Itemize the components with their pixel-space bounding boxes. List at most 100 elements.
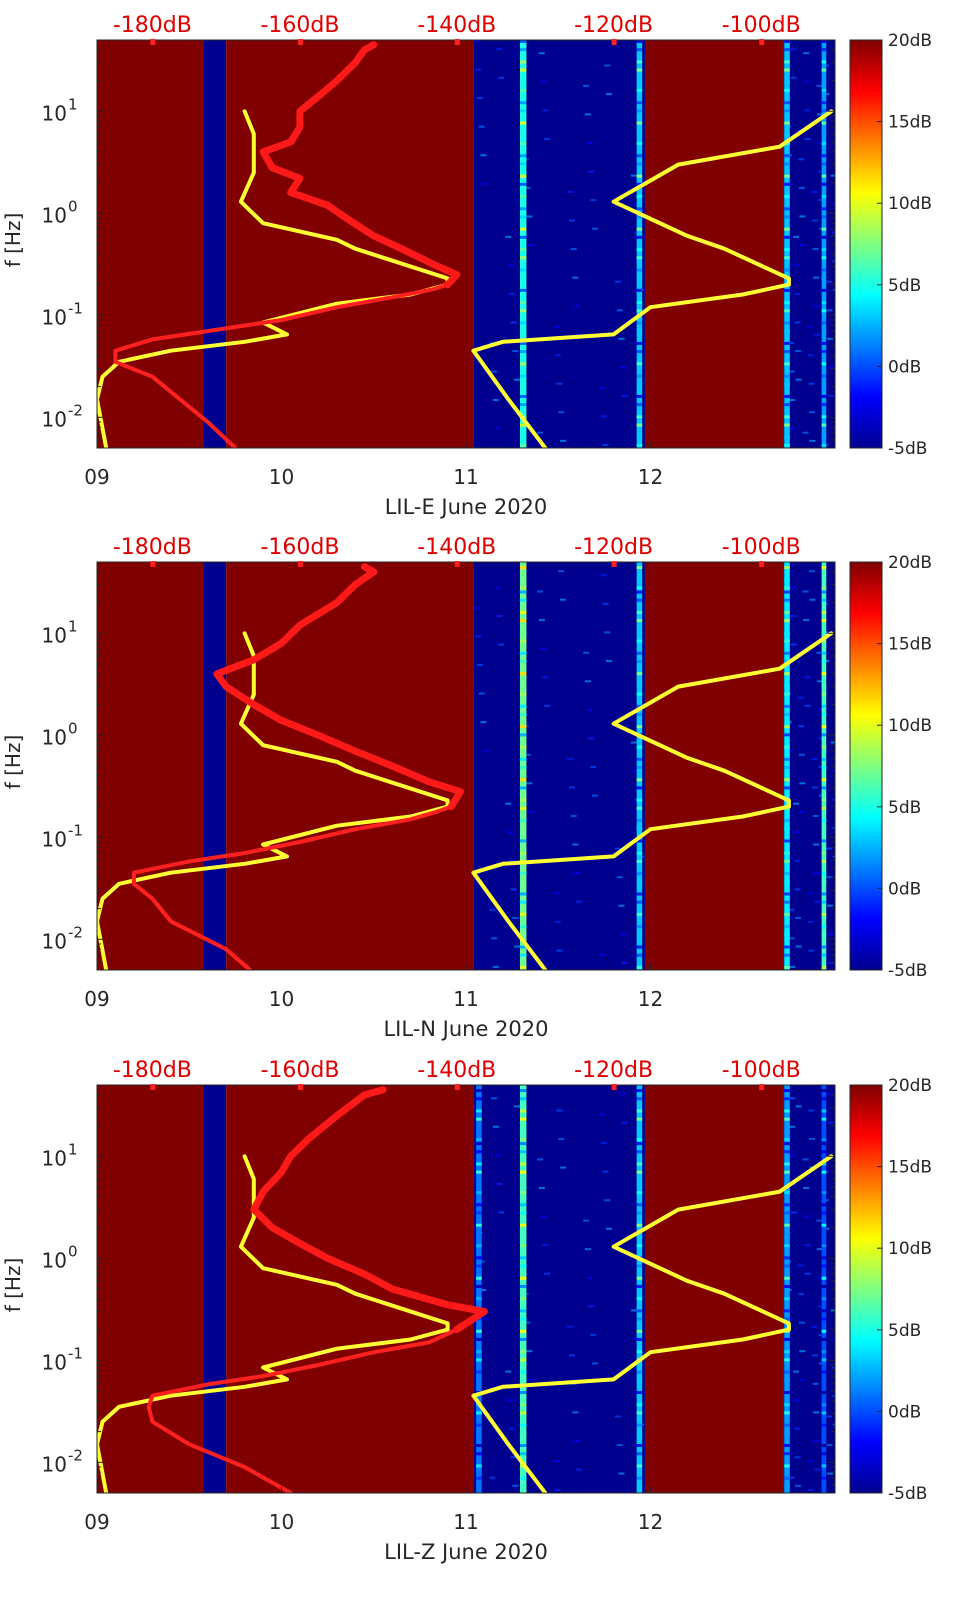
heatmap-stripe-cell bbox=[519, 80, 527, 84]
heatmap-stripe-cell bbox=[519, 651, 527, 655]
heatmap-speckle bbox=[795, 916, 802, 919]
heatmap-speckle bbox=[798, 158, 805, 161]
heatmap-stripe-cell bbox=[784, 651, 790, 655]
heatmap-speckle bbox=[827, 337, 834, 340]
heatmap-stripe-cell bbox=[784, 248, 790, 252]
heatmap-speckle bbox=[797, 696, 804, 699]
heatmap-stripe-cell bbox=[784, 182, 790, 186]
heatmap-stripe-cell bbox=[821, 1129, 827, 1133]
heatmap-stripe-cell bbox=[821, 1089, 827, 1093]
y-tick-label: 10 bbox=[42, 407, 67, 431]
heatmap-stripe-cell bbox=[821, 154, 827, 158]
heatmap-stripe-cell bbox=[519, 712, 527, 716]
heatmap-stripe-cell bbox=[636, 806, 643, 810]
heatmap-stripe-cell bbox=[636, 586, 643, 590]
heatmap-stripe-cell bbox=[784, 912, 790, 916]
heatmap-stripe-cell bbox=[636, 1097, 643, 1101]
heatmap-band bbox=[473, 40, 645, 448]
heatmap-stripe-cell bbox=[636, 578, 643, 582]
heatmap-stripe-cell bbox=[519, 786, 527, 790]
heatmap-stripe-cell bbox=[784, 684, 790, 688]
heatmap-stripe-cell bbox=[519, 276, 527, 280]
heatmap-stripe-cell bbox=[821, 1464, 827, 1468]
heatmap-stripe-cell bbox=[636, 1411, 643, 1415]
x-tick-label: 11 bbox=[453, 1510, 478, 1534]
heatmap-stripe-cell bbox=[519, 341, 527, 345]
heatmap-speckle bbox=[542, 676, 549, 679]
heatmap-stripe bbox=[821, 40, 827, 448]
heatmap-stripe-cell bbox=[784, 329, 790, 333]
heatmap-speckle bbox=[790, 643, 797, 646]
heatmap-speckle bbox=[630, 741, 637, 744]
heatmap-stripe-cell bbox=[784, 1142, 790, 1146]
heatmap-stripe-cell bbox=[784, 925, 790, 929]
heatmap-speckle bbox=[492, 399, 499, 402]
heatmap-stripe-cell bbox=[519, 1223, 527, 1227]
heatmap-speckle bbox=[600, 1142, 607, 1145]
heatmap-stripe-cell bbox=[636, 248, 643, 252]
heatmap-stripe-cell bbox=[476, 1117, 482, 1121]
top-db-tick bbox=[759, 39, 765, 45]
heatmap-speckle bbox=[788, 1476, 795, 1479]
heatmap-stripe-cell bbox=[636, 827, 643, 831]
heatmap-speckle bbox=[812, 1382, 819, 1385]
heatmap-stripe-cell bbox=[821, 1309, 827, 1313]
heatmap-stripe-cell bbox=[821, 207, 827, 211]
heatmap-speckle bbox=[505, 235, 512, 238]
heatmap-speckle bbox=[606, 1227, 613, 1230]
heatmap-stripe-cell bbox=[519, 725, 527, 729]
heatmap-speckle bbox=[817, 1276, 824, 1279]
heatmap-speckle bbox=[793, 831, 800, 834]
heatmap-speckle bbox=[808, 411, 815, 414]
heatmap-stripe-cell bbox=[821, 619, 827, 623]
heatmap-stripe-cell bbox=[636, 672, 643, 676]
x-tick-label: 09 bbox=[84, 987, 109, 1011]
series-line-yellow-model-right bbox=[471, 109, 834, 448]
heatmap-stripe-cell bbox=[636, 374, 643, 378]
heatmap-speckle bbox=[826, 876, 833, 879]
y-tick-label-exponent: 0 bbox=[68, 1242, 78, 1260]
heatmap-stripe-cell bbox=[519, 892, 527, 896]
heatmap-speckle bbox=[807, 892, 814, 895]
x-axis-label: LIL-E June 2020 bbox=[385, 495, 548, 519]
heatmap-stripe-cell bbox=[784, 215, 790, 219]
heatmap-stripe-cell bbox=[519, 900, 527, 904]
heatmap-speckle bbox=[496, 615, 503, 618]
heatmap-speckle bbox=[803, 1215, 810, 1218]
heatmap-stripe-cell bbox=[821, 174, 827, 178]
heatmap-stripe-cell bbox=[476, 1276, 482, 1280]
heatmap-speckle bbox=[570, 248, 577, 251]
top-db-tick bbox=[297, 39, 303, 45]
series-line-yellow-model-right bbox=[471, 1154, 834, 1493]
heatmap-speckle bbox=[814, 333, 821, 336]
heatmap-stripe-cell bbox=[784, 578, 790, 582]
heatmap-stripe-cell bbox=[784, 423, 790, 427]
heatmap-stripe-cell bbox=[821, 1182, 827, 1186]
heatmap-stripe-cell bbox=[784, 786, 790, 790]
heatmap-stripe-cell bbox=[636, 60, 643, 64]
heatmap-stripe-cell bbox=[636, 725, 643, 729]
heatmap-speckle bbox=[544, 1272, 551, 1275]
heatmap-speckle bbox=[491, 937, 498, 940]
top-db-label: -180dB bbox=[113, 1058, 192, 1083]
heatmap-stripe-cell bbox=[519, 174, 527, 178]
heatmap-stripe-cell bbox=[519, 301, 527, 305]
heatmap-stripe-cell bbox=[636, 68, 643, 72]
top-db-tick bbox=[297, 1084, 303, 1090]
heatmap-stripe-cell bbox=[636, 1423, 643, 1427]
top-db-label: -120dB bbox=[574, 1058, 653, 1083]
heatmap-speckle bbox=[790, 48, 797, 51]
y-tick-label-exponent: -1 bbox=[68, 1344, 83, 1362]
heatmap-speckle bbox=[506, 264, 513, 267]
heatmap-stripe-cell bbox=[784, 1211, 790, 1215]
heatmap-stripe-cell bbox=[519, 827, 527, 831]
heatmap-stripe-cell bbox=[784, 933, 790, 937]
heatmap-speckle bbox=[552, 1460, 559, 1463]
heatmap-speckle bbox=[630, 1309, 637, 1312]
heatmap-speckle bbox=[560, 439, 567, 442]
heatmap-stripe-cell bbox=[476, 1162, 482, 1166]
heatmap-stripe-cell bbox=[784, 256, 790, 260]
heatmap-stripe-cell bbox=[784, 1444, 790, 1448]
heatmap-stripe-cell bbox=[784, 207, 790, 211]
heatmap-stripe-cell bbox=[636, 1378, 643, 1382]
